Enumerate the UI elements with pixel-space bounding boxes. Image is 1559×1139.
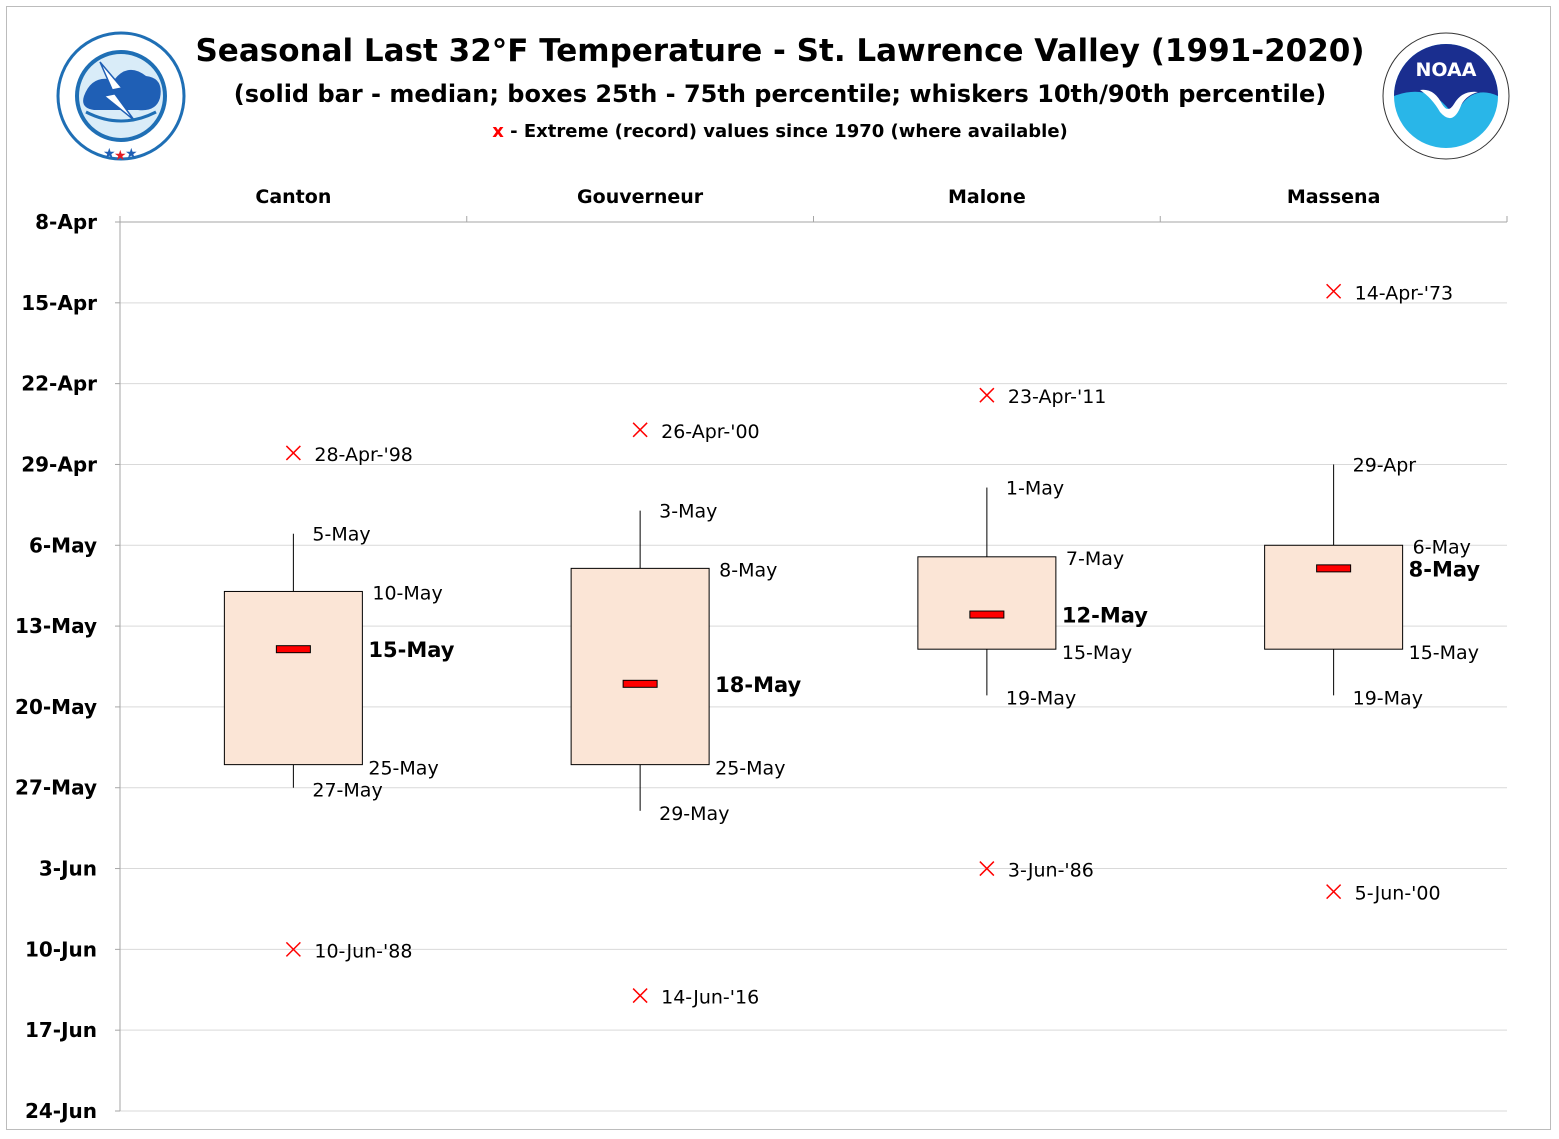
note-marker: x [492, 121, 504, 142]
record-early-label: 23-Apr-'11 [1008, 386, 1107, 408]
noaa-logo-label: NOAA [1416, 59, 1477, 81]
median-label: 18-May [715, 673, 801, 697]
median-bar [275, 645, 311, 654]
nws-logo: ★ ★ ★ [56, 31, 186, 164]
record-early-label: 14-Apr-'73 [1355, 282, 1454, 304]
category-label: Gouverneur [577, 186, 704, 208]
y-tick-label: 20-May [15, 695, 97, 719]
y-tick-label: 6-May [29, 533, 97, 557]
record-late-label: 5-Jun-'00 [1355, 883, 1441, 905]
median-label: 12-May [1062, 604, 1148, 628]
p10-label: 29-Apr [1353, 454, 1417, 476]
record-late-label: 10-Jun-'88 [314, 940, 412, 962]
category-label: Malone [948, 186, 1026, 208]
record-late-marker [979, 861, 995, 877]
p75-label: 25-May [715, 758, 785, 780]
chart-subtitle: (solid bar - median; boxes 25th - 75th p… [234, 80, 1327, 108]
y-tick-label: 17-Jun [25, 1018, 97, 1042]
p10-label: 5-May [312, 524, 370, 546]
p25-label: 7-May [1066, 548, 1124, 570]
noaa-logo: NOAA [1382, 32, 1510, 160]
svg-text:★: ★ [103, 146, 116, 162]
p25-label: 6-May [1413, 536, 1471, 558]
iqr-box [1264, 544, 1404, 650]
plot-area: 8-Apr 15-Apr 22-Apr 29-Apr 6-May 13-May 20-May… [15, 186, 1508, 1123]
record-late-label: 3-Jun-'86 [1008, 860, 1094, 882]
record-late-marker [285, 941, 301, 957]
record-late-marker [1326, 884, 1342, 900]
p10-label: 3-May [659, 501, 717, 523]
p90-label: 19-May [1353, 687, 1423, 709]
y-tick-label: 8-Apr [35, 210, 97, 234]
p75-label: 15-May [1409, 642, 1479, 664]
median-label: 15-May [368, 638, 454, 662]
chart-note: x - Extreme (record) values since 1970 (… [492, 121, 1068, 142]
p75-label: 15-May [1062, 642, 1132, 664]
p90-label: 27-May [312, 780, 382, 802]
iqr-box [570, 567, 710, 766]
record-early-label: 26-Apr-'00 [661, 421, 760, 443]
y-tick-label: 10-Jun [25, 937, 97, 961]
svg-text:★: ★ [114, 148, 127, 164]
median-bar [969, 610, 1005, 619]
svg-text:★: ★ [125, 146, 138, 162]
y-tick-label: 29-Apr [21, 452, 97, 476]
record-early-marker [1326, 283, 1342, 299]
p25-label: 10-May [372, 582, 442, 604]
median-bar [622, 679, 658, 688]
record-early-marker [632, 422, 648, 438]
y-tick-label: 22-Apr [21, 372, 97, 396]
note-text: - Extreme (record) values since 1970 (wh… [504, 121, 1068, 142]
p90-label: 19-May [1006, 687, 1076, 709]
category-label: Massena [1287, 186, 1381, 208]
p75-label: 25-May [368, 758, 438, 780]
y-tick-label: 24-Jun [25, 1099, 97, 1123]
iqr-box [917, 556, 1057, 650]
y-tick-label: 13-May [15, 614, 97, 638]
y-tick-label: 27-May [15, 776, 97, 800]
p25-label: 8-May [719, 559, 777, 581]
y-tick-label: 3-Jun [39, 857, 97, 881]
record-early-label: 28-Apr-'98 [314, 444, 413, 466]
record-early-marker [979, 387, 995, 403]
chart-title: Seasonal Last 32°F Temperature - St. Law… [195, 33, 1364, 69]
record-early-marker [285, 445, 301, 461]
p10-label: 1-May [1006, 478, 1064, 500]
record-late-label: 14-Jun-'16 [661, 987, 759, 1009]
chart-frame [6, 6, 1551, 1130]
record-late-marker [632, 988, 648, 1004]
iqr-box [223, 590, 363, 766]
y-tick-label: 15-Apr [21, 291, 97, 315]
category-label: Canton [255, 186, 331, 208]
median-bar [1316, 564, 1352, 573]
median-label: 8-May [1409, 557, 1481, 581]
p90-label: 29-May [659, 803, 729, 825]
